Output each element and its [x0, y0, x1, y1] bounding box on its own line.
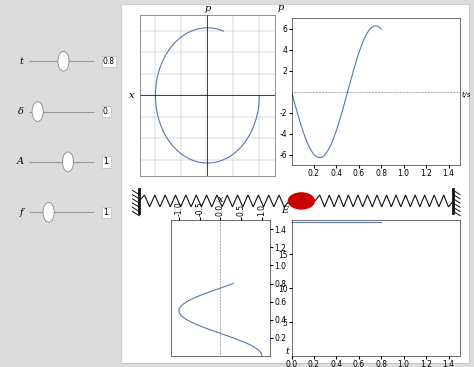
- Ellipse shape: [43, 202, 54, 222]
- Ellipse shape: [58, 51, 69, 71]
- Text: 1.: 1.: [103, 208, 110, 217]
- Text: x: x: [218, 195, 223, 204]
- Ellipse shape: [63, 152, 73, 172]
- Text: A: A: [17, 157, 24, 166]
- Text: δ: δ: [18, 107, 24, 116]
- Text: t: t: [20, 57, 24, 66]
- Circle shape: [288, 193, 314, 209]
- Text: p: p: [204, 4, 210, 13]
- Text: 0.: 0.: [103, 107, 110, 116]
- Ellipse shape: [32, 102, 43, 121]
- Text: t: t: [285, 347, 289, 356]
- Text: p: p: [278, 3, 284, 12]
- Text: f: f: [20, 208, 24, 217]
- Text: 1.: 1.: [103, 157, 110, 166]
- Text: x: x: [129, 91, 135, 100]
- Text: 0.8: 0.8: [103, 57, 115, 66]
- Text: E: E: [282, 206, 289, 215]
- Text: t/s: t/s: [462, 91, 471, 99]
